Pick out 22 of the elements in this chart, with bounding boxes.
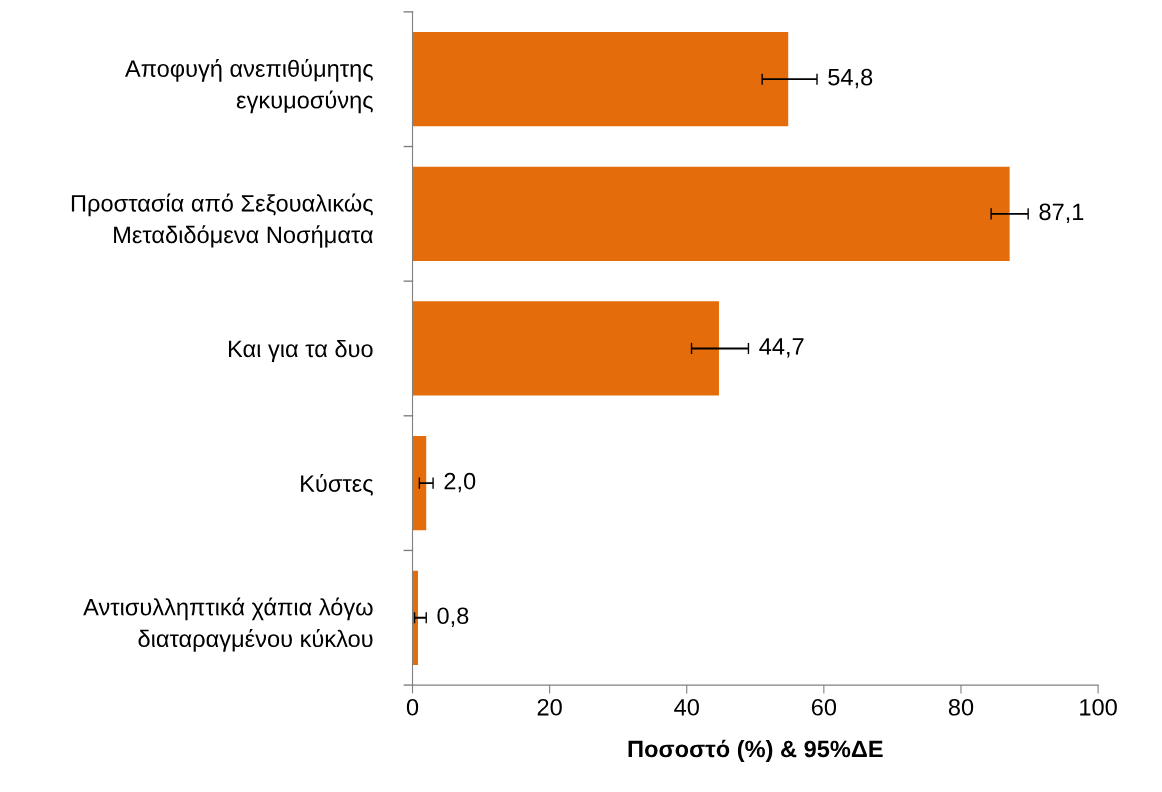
x-tick-label: 20	[537, 698, 562, 716]
x-axis-title: Ποσοστό (%) & 95%ΔΕ	[628, 739, 883, 763]
x-tick-label: 0	[406, 698, 419, 716]
x-tick-label: 100	[1080, 698, 1117, 716]
bar	[412, 436, 427, 531]
data-label: 44,7	[759, 338, 804, 358]
y-tick-label: Κύστες	[301, 473, 373, 496]
data-label: 87,1	[1039, 203, 1084, 223]
x-tick-label: 80	[948, 698, 974, 716]
bar	[412, 301, 719, 396]
y-tick-label: Αποφυγή ανεπιθύμητης εγκυμοσύνης	[124, 58, 373, 114]
data-label: 0,8	[437, 607, 469, 627]
y-tick-label: Προστασία από Σεξουαλικώς Μεταδιδόμενα Νοσήματα	[71, 193, 373, 248]
bar	[412, 32, 789, 127]
data-label: 54,8	[828, 68, 873, 89]
x-tick-label: 60	[811, 698, 837, 716]
y-tick-label: Και για τα δυο	[228, 339, 373, 362]
data-label: 2,0	[444, 472, 476, 493]
y-tick-label: Αντισυλληπτικά χάπια λόγω διαταραγμένου κύκλου	[83, 597, 373, 652]
x-tick-label: 40	[674, 698, 699, 716]
bar	[412, 570, 418, 665]
bar	[412, 166, 1010, 261]
